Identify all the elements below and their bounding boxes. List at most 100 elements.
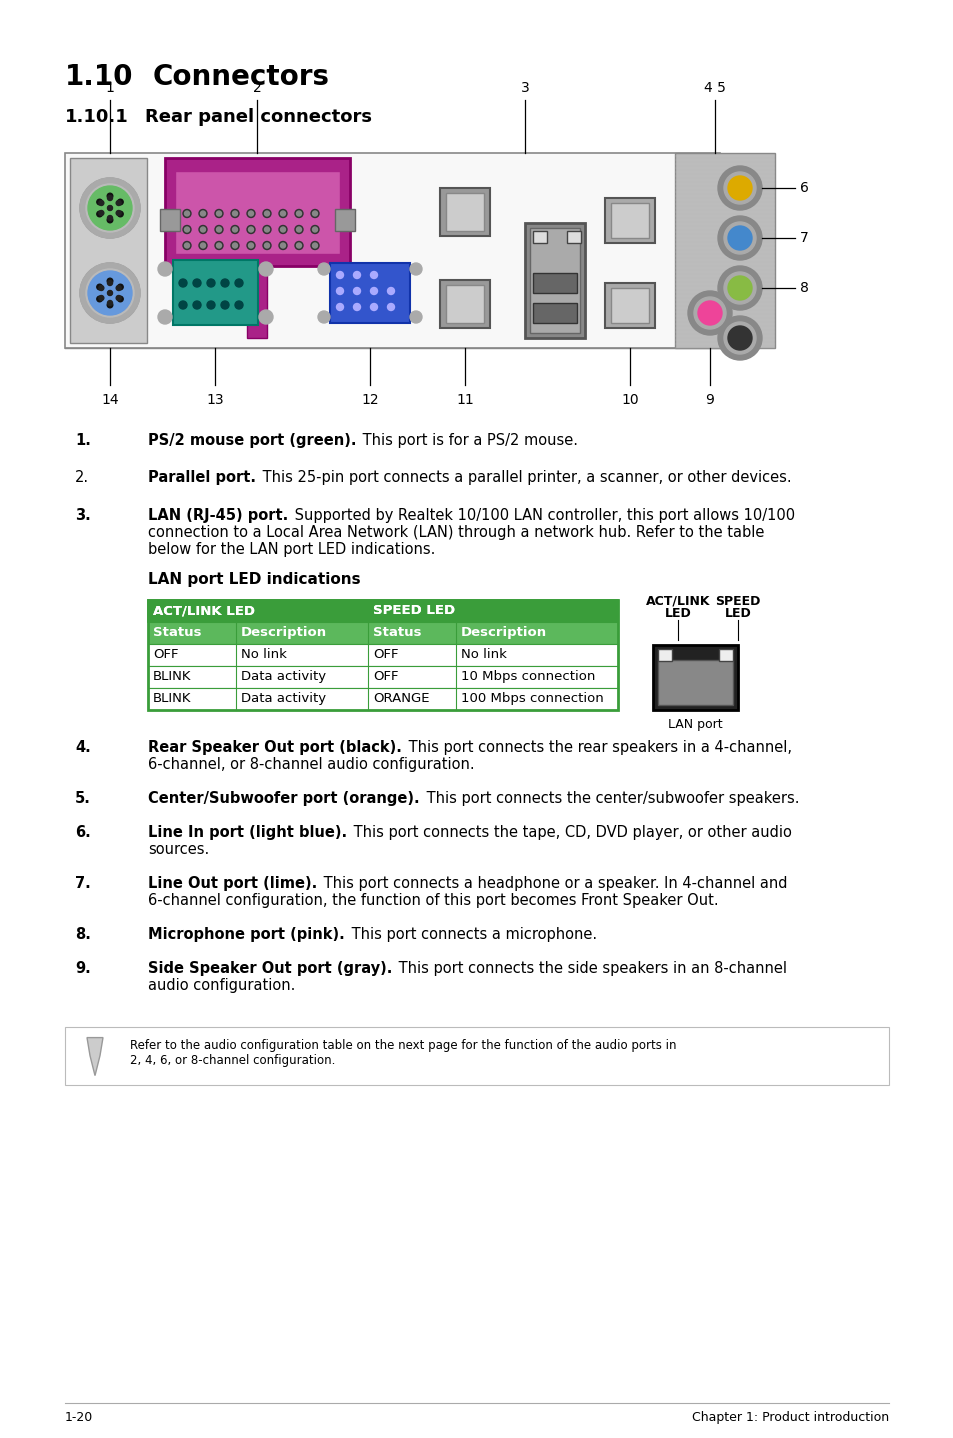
Circle shape <box>231 242 239 250</box>
Text: PS/2 mouse port (green).: PS/2 mouse port (green). <box>148 433 356 449</box>
Circle shape <box>294 242 303 250</box>
Circle shape <box>248 211 253 216</box>
Bar <box>604 283 655 328</box>
Bar <box>148 600 618 621</box>
Text: SPEED LED: SPEED LED <box>373 604 455 617</box>
Circle shape <box>116 200 121 206</box>
Text: Parallel port.: Parallel port. <box>148 470 255 486</box>
Circle shape <box>86 184 133 232</box>
Bar <box>610 203 648 239</box>
Circle shape <box>184 227 190 232</box>
Text: Data activity: Data activity <box>241 692 326 705</box>
Circle shape <box>108 196 112 200</box>
Circle shape <box>278 226 287 233</box>
Text: BLINK: BLINK <box>152 692 192 705</box>
Circle shape <box>247 210 254 217</box>
Text: 2: 2 <box>253 81 261 95</box>
Circle shape <box>221 301 229 309</box>
Circle shape <box>158 311 172 324</box>
Text: SPEED LED: SPEED LED <box>373 604 455 617</box>
Text: Data activity: Data activity <box>241 670 326 683</box>
Text: 2.: 2. <box>75 470 89 486</box>
Text: Status: Status <box>373 626 421 638</box>
Text: Rear Speaker Out port (black).: Rear Speaker Out port (black). <box>148 739 401 755</box>
Circle shape <box>117 296 123 302</box>
Circle shape <box>96 285 102 290</box>
Circle shape <box>216 227 221 232</box>
Circle shape <box>410 311 421 324</box>
Circle shape <box>247 226 254 233</box>
Bar <box>610 288 648 324</box>
Circle shape <box>723 322 755 354</box>
Circle shape <box>183 226 191 233</box>
Text: connection to a Local Area Network (LAN) through a network hub. Refer to the tab: connection to a Local Area Network (LAN)… <box>148 525 763 539</box>
Bar <box>446 285 483 324</box>
Circle shape <box>354 288 360 295</box>
Circle shape <box>108 301 112 305</box>
Text: Side Speaker Out port (gray).: Side Speaker Out port (gray). <box>148 961 392 975</box>
Text: LAN port LED indications: LAN port LED indications <box>148 572 360 587</box>
Circle shape <box>387 288 395 295</box>
Circle shape <box>193 301 201 309</box>
Circle shape <box>214 210 223 217</box>
Text: No link: No link <box>460 649 506 661</box>
Circle shape <box>199 242 207 250</box>
Text: LAN (RJ-45) port.: LAN (RJ-45) port. <box>148 508 288 523</box>
Circle shape <box>718 216 761 260</box>
Circle shape <box>184 243 190 247</box>
Text: This 25-pin port connects a parallel printer, a scanner, or other devices.: This 25-pin port connects a parallel pri… <box>257 470 791 486</box>
Bar <box>719 649 732 660</box>
Circle shape <box>108 280 112 286</box>
Text: 10: 10 <box>620 393 639 407</box>
Text: sources.: sources. <box>148 841 209 857</box>
Circle shape <box>311 226 318 233</box>
Text: Status: Status <box>152 626 201 638</box>
Text: 9: 9 <box>705 393 714 407</box>
Text: ACT/LINK LED: ACT/LINK LED <box>152 604 254 617</box>
Circle shape <box>96 296 102 302</box>
Circle shape <box>336 288 343 295</box>
Text: 1: 1 <box>106 81 114 95</box>
Text: 2, 4, 6, or 8-channel configuration.: 2, 4, 6, or 8-channel configuration. <box>130 1054 335 1067</box>
Text: This port connects the rear speakers in a 4-channel,: This port connects the rear speakers in … <box>403 739 791 755</box>
Circle shape <box>336 303 343 311</box>
Text: 10 Mbps connection: 10 Mbps connection <box>460 670 595 683</box>
Bar <box>524 223 584 338</box>
Circle shape <box>108 206 112 210</box>
Text: Chapter 1: Product introduction: Chapter 1: Product introduction <box>691 1411 888 1424</box>
Text: Connectors: Connectors <box>152 63 330 91</box>
Circle shape <box>158 262 172 276</box>
Bar <box>165 158 350 266</box>
Text: 1.10.1: 1.10.1 <box>65 108 129 127</box>
Circle shape <box>183 242 191 250</box>
Circle shape <box>99 295 104 301</box>
Text: 5.: 5. <box>75 791 91 805</box>
Circle shape <box>107 278 112 283</box>
Circle shape <box>698 301 721 325</box>
Circle shape <box>410 263 421 275</box>
Text: 1-20: 1-20 <box>65 1411 93 1424</box>
Bar <box>247 266 267 338</box>
Bar <box>148 687 618 709</box>
Circle shape <box>313 243 317 247</box>
Text: 8: 8 <box>800 280 808 295</box>
Circle shape <box>179 279 187 288</box>
Circle shape <box>88 270 132 315</box>
Circle shape <box>80 263 140 324</box>
Circle shape <box>258 311 273 324</box>
Bar <box>530 229 579 334</box>
Text: This port connects the center/subwoofer speakers.: This port connects the center/subwoofer … <box>421 791 799 805</box>
Circle shape <box>317 311 330 324</box>
Text: 100 Mbps connection: 100 Mbps connection <box>460 692 603 705</box>
Circle shape <box>263 226 271 233</box>
Text: Description: Description <box>241 626 327 638</box>
Bar <box>148 600 618 621</box>
Circle shape <box>727 276 751 301</box>
Circle shape <box>727 326 751 349</box>
Circle shape <box>216 211 221 216</box>
Bar <box>604 198 655 243</box>
Circle shape <box>231 226 239 233</box>
Circle shape <box>370 303 377 311</box>
Text: 1.10: 1.10 <box>65 63 133 91</box>
Circle shape <box>296 227 301 232</box>
